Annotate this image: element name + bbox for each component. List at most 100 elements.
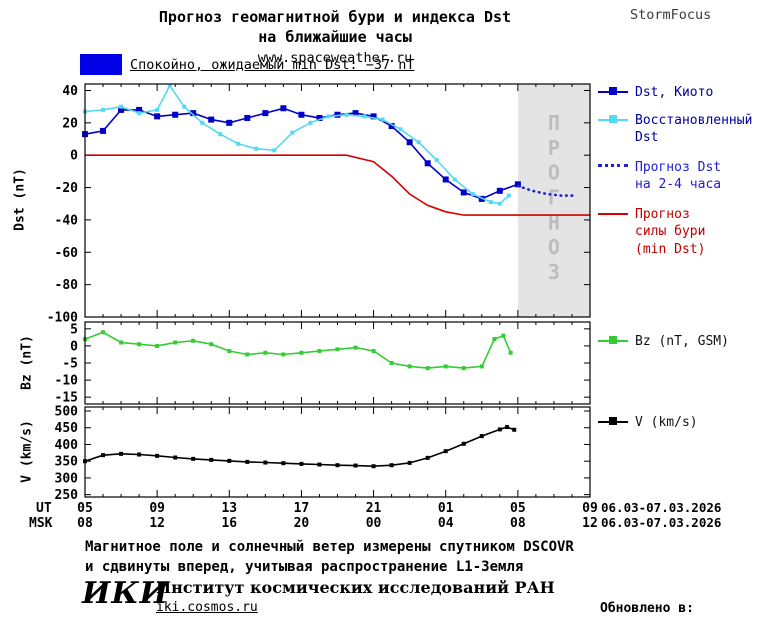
status-color-box: [80, 54, 122, 75]
marker-v: [137, 452, 142, 457]
marker-bz: [407, 364, 412, 369]
forecast-band-label: О: [548, 161, 560, 185]
marker-dst-kyoto: [496, 187, 503, 194]
marker-v: [299, 461, 304, 466]
series-v: [84, 426, 515, 468]
series-dst-recovered: [84, 84, 510, 205]
marker-dst-recovered: [452, 177, 457, 182]
marker-v: [505, 425, 510, 430]
marker-dst-kyoto: [424, 160, 431, 167]
y-tick-label: -80: [55, 278, 79, 293]
x-tick-label: 05: [510, 501, 526, 516]
y-tick-label: 20: [62, 116, 78, 131]
marker-v: [227, 458, 232, 463]
marker-dst-recovered: [137, 111, 142, 116]
marker-bz: [479, 364, 484, 369]
y-tick-label: 5: [70, 322, 78, 337]
x-tick-label: 08: [77, 516, 93, 531]
y-axis-label-dst: Dst (nT): [12, 168, 28, 231]
x-tick-label: 00: [366, 516, 382, 531]
marker-dst-kyoto: [352, 110, 359, 117]
x-tick-label: 09: [582, 501, 598, 516]
marker-bz: [227, 349, 232, 354]
title-block: Прогноз геомагнитной бури и индекса Dst …: [55, 7, 615, 66]
storm-forecast-swatch-icon: [598, 206, 628, 222]
marker-bz: [119, 340, 124, 345]
spaceweather-site-link[interactable]: www.spaceweather.ru: [257, 49, 413, 66]
forecast-band: [517, 84, 590, 317]
marker-dst-kyoto: [244, 114, 251, 121]
msk-axis-prefix: MSK: [29, 516, 53, 531]
marker-bz: [335, 347, 340, 352]
marker-dst-kyoto: [190, 110, 197, 117]
x-tick-label: 13: [221, 501, 237, 516]
iki-site-link[interactable]: iki.cosmos.ru: [156, 600, 258, 615]
marker-v: [497, 427, 502, 432]
marker-dst-recovered: [506, 193, 511, 198]
marker-dst-recovered: [167, 83, 172, 88]
main-panel-legend: Dst, Киото Восстановленный Dst Прогноз D…: [598, 84, 758, 268]
v-swatch-icon: [598, 414, 628, 430]
marker-dst-kyoto: [226, 119, 233, 126]
y-tick-label: -10: [55, 374, 79, 389]
x-tick-label: 08: [510, 516, 526, 531]
marker-v: [155, 453, 160, 458]
y-tick-label: -100: [47, 311, 78, 326]
marker-dst-recovered: [254, 146, 259, 151]
x-tick-label: 12: [149, 516, 165, 531]
marker-bz: [173, 340, 178, 345]
updated-block: Обновлено в: UT 05:05, 07.03.2026 MSK 08…: [600, 566, 758, 620]
marker-dst-kyoto: [100, 127, 107, 134]
page-title: Прогноз геомагнитной бури и индекса Dst: [158, 8, 512, 26]
x-tick-label: 09: [149, 501, 165, 516]
marker-bz: [191, 338, 196, 343]
x-tick-label: 01: [438, 501, 454, 516]
legend-item-storm-forecast: Прогноз силы бури (min Dst): [598, 206, 758, 259]
marker-v: [425, 455, 430, 460]
forecast-band-label: Р: [548, 136, 560, 160]
marker-bz: [317, 349, 322, 354]
data-source-note-line2: и сдвинуты вперед, учитывая распростране…: [85, 559, 524, 576]
y-tick-label: 500: [55, 405, 79, 420]
marker-bz: [137, 342, 142, 347]
v-panel-legend: V (km/s): [598, 414, 758, 442]
marker-dst-recovered: [272, 148, 277, 153]
marker-bz: [101, 330, 106, 335]
marker-v: [263, 460, 268, 465]
marker-bz: [461, 366, 466, 371]
marker-dst-recovered: [182, 104, 187, 109]
marker-dst-recovered: [119, 104, 124, 109]
marker-v: [317, 462, 322, 467]
y-tick-label: -5: [62, 357, 78, 372]
marker-dst-kyoto: [118, 106, 125, 113]
y-tick-label: 350: [55, 455, 79, 470]
marker-v: [371, 464, 376, 469]
legend-item-bz: Bz (nT, GSM): [598, 333, 758, 351]
x-tick-label: 16: [221, 516, 237, 531]
storm-status-legend: Спокойно, ожидаемый min Dst: −37 nT: [80, 54, 414, 75]
forecast-band-label: Н: [548, 210, 560, 234]
marker-v: [209, 457, 214, 462]
marker-dst-kyoto: [154, 113, 161, 120]
marker-dst-recovered: [416, 140, 421, 145]
marker-v: [512, 427, 517, 432]
data-source-note: Магнитное поле и солнечный ветер измерен…: [85, 537, 574, 578]
legend-label: Прогноз силы бури (min Dst): [635, 206, 706, 257]
marker-v: [101, 453, 106, 458]
series-dst-kyoto: [84, 107, 519, 200]
iki-logo: ИКИ: [82, 576, 169, 611]
x-tick-label: 04: [438, 516, 454, 531]
marker-dst-recovered: [344, 112, 349, 117]
forecast-band-label: З: [548, 260, 560, 284]
marker-v: [191, 456, 196, 461]
marker-dst-kyoto: [514, 181, 521, 188]
legend-label: Восстановленный Dst: [635, 112, 753, 146]
data-source-note-line1: Магнитное поле и солнечный ветер измерен…: [85, 539, 574, 555]
marker-bz: [155, 343, 160, 348]
y-tick-label: 40: [62, 84, 78, 99]
marker-v: [335, 463, 340, 468]
y-tick-label: 250: [55, 488, 79, 503]
marker-dst-recovered: [218, 132, 223, 137]
x-tick-label: 21: [366, 501, 382, 516]
